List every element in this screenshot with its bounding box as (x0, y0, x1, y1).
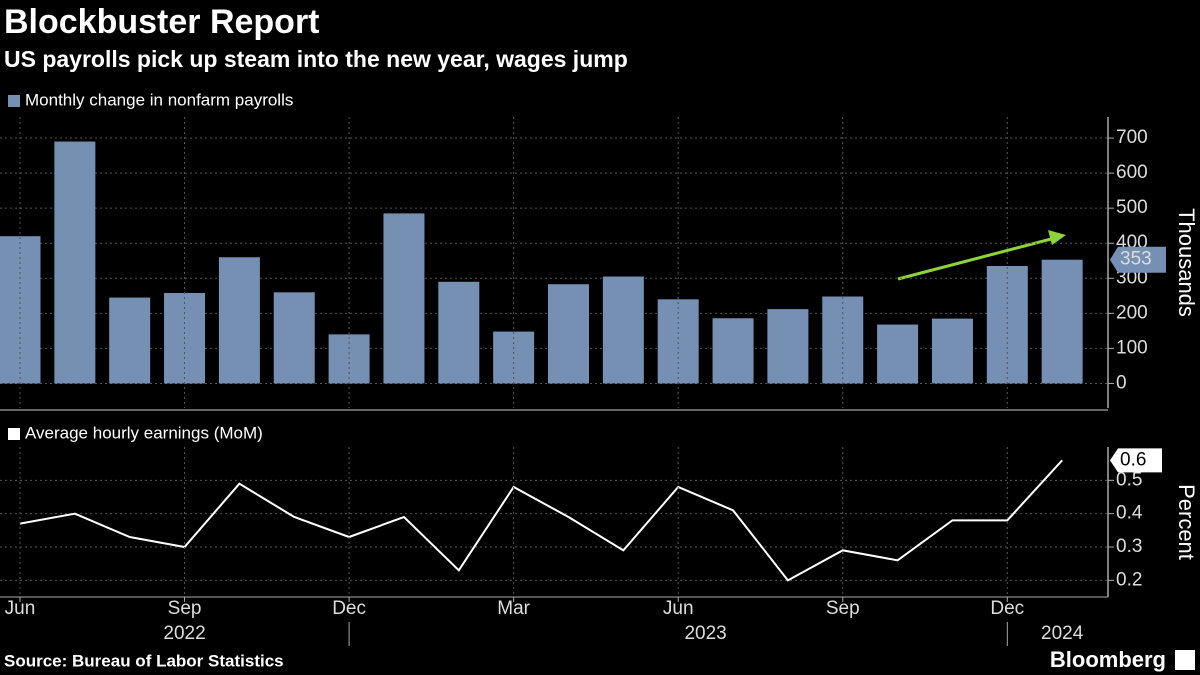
bar (548, 284, 589, 384)
y-tick-label: 200 (1116, 302, 1148, 323)
x-tick-label: Jun (663, 598, 694, 619)
bar (657, 299, 699, 384)
legend-label: Average hourly earnings (MoM) (25, 423, 263, 442)
x-year-label: 2023 (684, 623, 726, 644)
y-axis-title: Thousands (1174, 208, 1199, 317)
y-tick-label: 0 (1116, 372, 1127, 393)
value-label-tag (1110, 246, 1166, 273)
x-tick-label: Sep (168, 598, 202, 619)
legend-swatch (8, 428, 20, 440)
x-tick-label: Dec (332, 598, 366, 619)
y-tick-label: 0.3 (1116, 536, 1142, 557)
y-axis-title: Percent (1174, 484, 1199, 560)
value-label-tag (1110, 448, 1162, 473)
bar (1041, 259, 1083, 384)
brand: Bloomberg (1050, 647, 1166, 672)
bar (822, 296, 864, 384)
value-label: 0.6 (1120, 449, 1146, 470)
brand-icon (1175, 650, 1195, 670)
source: Source: Bureau of Labor Statistics (4, 651, 284, 670)
trend-arrow-head (1048, 230, 1066, 245)
bar (602, 276, 644, 384)
y-tick-label: 600 (1116, 162, 1148, 183)
y-tick-label: 700 (1116, 127, 1148, 148)
bar (54, 141, 96, 384)
y-tick-label: 0.5 (1116, 469, 1142, 490)
bar (218, 257, 260, 384)
x-tick-label: Dec (990, 598, 1024, 619)
x-year-label: 2024 (1041, 623, 1084, 644)
y-tick-label: 500 (1116, 197, 1148, 218)
y-tick-label: 0.4 (1116, 503, 1143, 524)
chart-subtitle: US payrolls pick up steam into the new y… (4, 46, 628, 72)
x-tick-label: Sep (826, 598, 860, 619)
line (19, 459, 1063, 582)
legend-label: Monthly change in nonfarm payrolls (25, 90, 293, 109)
x-year-label: 2022 (163, 623, 205, 644)
value-label: 353 (1120, 249, 1152, 270)
trend-arrow (897, 236, 1056, 281)
x-tick-label: Mar (497, 598, 530, 619)
bar (931, 318, 973, 384)
y-tick-label: 0.2 (1116, 569, 1142, 590)
bar (438, 281, 480, 384)
y-tick-label: 100 (1116, 337, 1148, 358)
legend-swatch (8, 95, 20, 107)
bar (273, 292, 315, 384)
bar (383, 213, 425, 384)
bar (109, 297, 151, 384)
bar (712, 318, 754, 384)
bar (877, 324, 919, 384)
x-tick-label: Jun (5, 598, 36, 619)
bar (767, 309, 809, 384)
chart-title: Blockbuster Report (4, 3, 320, 41)
